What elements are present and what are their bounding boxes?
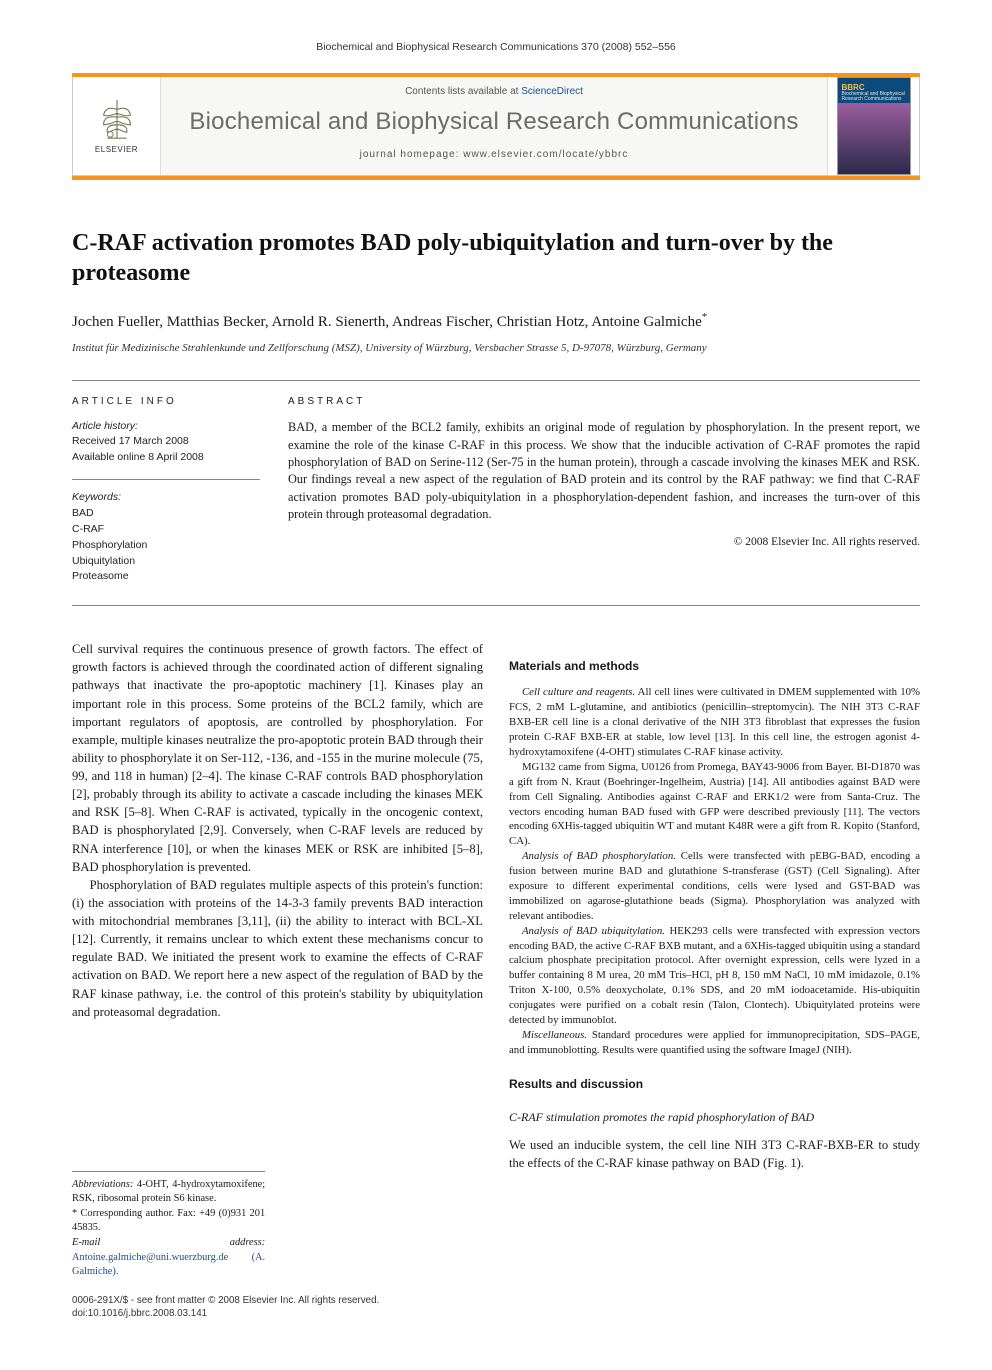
masthead-center: Contents lists available at ScienceDirec… xyxy=(161,77,827,175)
keywords-list: BAD C-RAF Phosphorylation Ubiquitylation… xyxy=(72,506,260,585)
mm-p2: MG132 came from Sigma, U0126 from Promeg… xyxy=(509,760,920,849)
masthead-bottom-rule xyxy=(72,176,920,180)
article-info-row: ARTICLE INFO Article history: Received 1… xyxy=(72,381,920,605)
journal-homepage-line: journal homepage: www.elsevier.com/locat… xyxy=(173,148,815,162)
abstract-text: BAD, a member of the BCL2 family, exhibi… xyxy=(288,419,920,524)
keywords-heading: Keywords: xyxy=(72,490,260,505)
affiliation: Institut für Medizinische Strahlenkunde … xyxy=(72,341,920,356)
email-heading: E-mail address: xyxy=(72,1237,265,1248)
history-heading: Article history: xyxy=(72,420,138,432)
mm-p4: HEK293 cells were transfected with expre… xyxy=(509,925,920,1026)
contents-prefix: Contents lists available at xyxy=(405,86,521,97)
journal-name: Biochemical and Biophysical Research Com… xyxy=(173,105,815,139)
info-bottom-rule xyxy=(72,605,920,606)
materials-heading: Materials and methods xyxy=(509,658,920,675)
keyword: Ubiquitylation xyxy=(72,555,135,567)
corresponding-marker: * xyxy=(702,311,708,323)
abbrev-heading: Abbreviations: xyxy=(72,1179,133,1190)
journal-cover-thumb: BBRC Biochemical and Biophysical Researc… xyxy=(837,77,911,175)
results-p1: We used an inducible system, the cell li… xyxy=(509,1136,920,1172)
bottom-meta: 0006-291X/$ - see front matter © 2008 El… xyxy=(72,1294,920,1320)
article-title: C-RAF activation promotes BAD poly-ubiqu… xyxy=(72,228,920,288)
mm-lead-5: Miscellaneous. xyxy=(522,1029,587,1041)
mm-lead-1: Cell culture and reagents. xyxy=(522,686,635,698)
info-mid-rule xyxy=(72,479,260,480)
abstract-copyright: © 2008 Elsevier Inc. All rights reserved… xyxy=(288,534,920,550)
body-two-column: Cell survival requires the continuous pr… xyxy=(72,640,920,1280)
footnote-box: Abbreviations: 4-OHT, 4-hydroxytamoxifen… xyxy=(72,1171,265,1280)
front-matter-line: 0006-291X/$ - see front matter © 2008 El… xyxy=(72,1294,920,1307)
sciencedirect-link[interactable]: ScienceDirect xyxy=(521,86,583,97)
email-address[interactable]: Antoine.galmiche@uni.wuerzburg.de (A. Ga… xyxy=(72,1252,265,1278)
doi-line: doi:10.1016/j.bbrc.2008.03.141 xyxy=(72,1307,920,1320)
running-head: Biochemical and Biophysical Research Com… xyxy=(72,40,920,55)
mm-lead-3: Analysis of BAD phosphorylation. xyxy=(522,850,676,862)
elsevier-tree-icon: ELSEVIER xyxy=(89,95,145,157)
intro-para-1: Cell survival requires the continuous pr… xyxy=(72,640,483,876)
abstract-heading: ABSTRACT xyxy=(288,395,920,409)
cover-subtitle: Biochemical and Biophysical Research Com… xyxy=(842,92,906,103)
history-received: Received 17 March 2008 xyxy=(72,435,189,447)
publisher-logo-box: ELSEVIER xyxy=(73,77,161,175)
materials-body: Cell culture and reagents. All cell line… xyxy=(509,685,920,1057)
abstract-block: ABSTRACT BAD, a member of the BCL2 famil… xyxy=(288,395,920,585)
results-subheading-1: C-RAF stimulation promotes the rapid pho… xyxy=(509,1109,920,1126)
publisher-wordmark: ELSEVIER xyxy=(95,144,138,155)
authors-text: Jochen Fueller, Matthias Becker, Arnold … xyxy=(72,314,702,330)
results-heading: Results and discussion xyxy=(509,1076,920,1093)
article-info-left: ARTICLE INFO Article history: Received 1… xyxy=(72,395,260,585)
keyword: C-RAF xyxy=(72,523,104,535)
mm-lead-4: Analysis of BAD ubiquitylation. xyxy=(522,925,665,937)
contents-available-line: Contents lists available at ScienceDirec… xyxy=(173,85,815,99)
corresponding-heading: * Corresponding author. xyxy=(72,1208,174,1219)
intro-para-2: Phosphorylation of BAD regulates multipl… xyxy=(72,876,483,1021)
masthead: ELSEVIER Contents lists available at Sci… xyxy=(72,77,920,176)
article-info-heading: ARTICLE INFO xyxy=(72,395,260,409)
authors-line: Jochen Fueller, Matthias Becker, Arnold … xyxy=(72,310,920,333)
keyword: Phosphorylation xyxy=(72,539,147,551)
keyword: BAD xyxy=(72,507,94,519)
journal-cover-box: BBRC Biochemical and Biophysical Researc… xyxy=(827,77,919,175)
keyword: Proteasome xyxy=(72,570,129,582)
history-online: Available online 8 April 2008 xyxy=(72,451,204,463)
